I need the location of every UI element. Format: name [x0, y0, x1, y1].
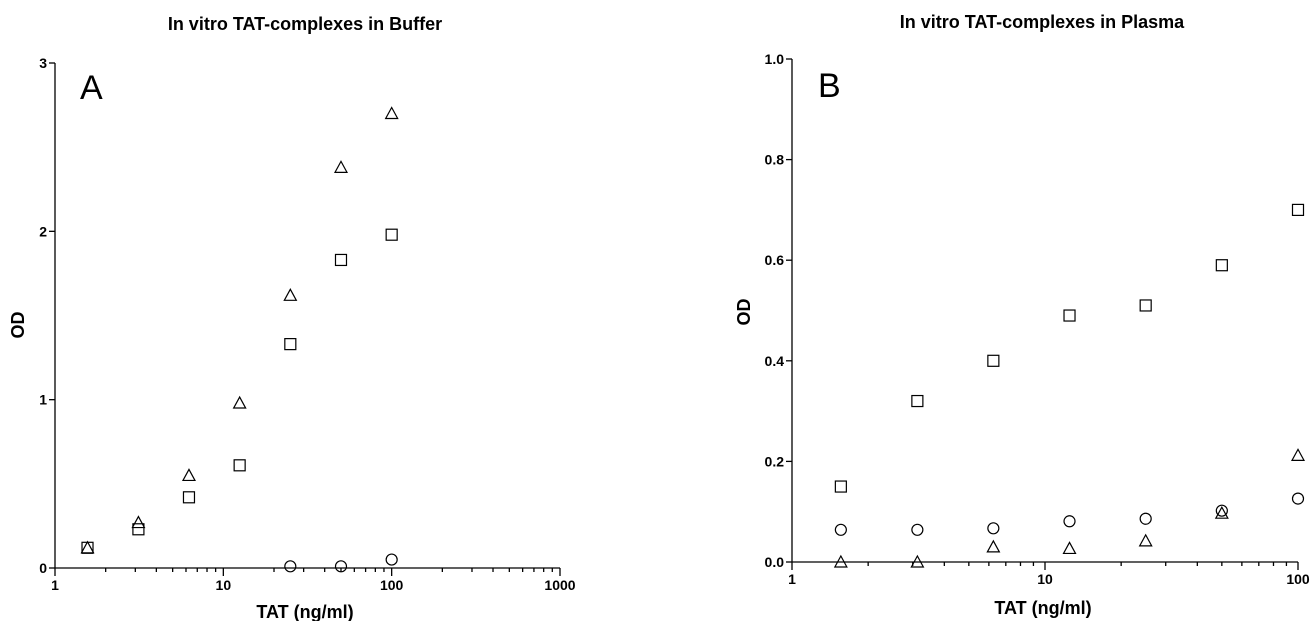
- x-tick-label: 100: [1286, 571, 1310, 587]
- data-point-square: [81, 541, 94, 554]
- y-tick-label: 1: [39, 392, 47, 408]
- panel-label-b: B: [818, 67, 841, 105]
- x-axis-label-a: TAT (ng/ml): [256, 602, 353, 621]
- chart-panel-a: In vitro TAT-complexes in Buffer A TAT (…: [8, 14, 576, 621]
- data-point-triangle: [283, 288, 298, 301]
- data-point-square: [182, 491, 196, 504]
- data-point-triangle: [384, 106, 399, 120]
- y-axis-label-b: OD: [734, 298, 754, 325]
- x-tick-label: 1: [51, 577, 59, 593]
- y-tick-label: 0.0: [765, 554, 785, 570]
- chart-panel-b: In vitro TAT-complexes in Plasma B TAT (…: [734, 12, 1310, 618]
- data-point-square: [911, 394, 924, 408]
- data-point-circle: [284, 560, 297, 573]
- data-point-circle: [1291, 492, 1305, 505]
- y-tick-label: 1.0: [765, 51, 785, 67]
- y-tick-label: 2: [39, 223, 47, 239]
- data-point-square: [1139, 299, 1152, 312]
- data-point-square: [1063, 309, 1076, 322]
- x-axis-label-b: TAT (ng/ml): [994, 598, 1091, 618]
- data-point-triangle: [986, 539, 1001, 553]
- data-point-circle: [334, 560, 348, 573]
- data-point-triangle: [181, 468, 196, 482]
- data-points-a: [80, 106, 399, 573]
- data-point-circle: [911, 523, 924, 536]
- data-point-circle: [987, 522, 1000, 535]
- data-point-triangle: [80, 540, 95, 554]
- data-point-square: [132, 523, 145, 536]
- data-point-circle: [1215, 504, 1228, 517]
- data-point-triangle: [833, 554, 848, 568]
- data-point-circle: [1139, 512, 1152, 525]
- data-point-square: [334, 253, 348, 267]
- chart-title-b: In vitro TAT-complexes in Plasma: [900, 12, 1185, 32]
- x-tick-label: 100: [380, 577, 404, 593]
- x-tick-label: 1: [788, 571, 796, 587]
- data-point-triangle: [1214, 505, 1229, 519]
- data-point-triangle: [1290, 448, 1306, 461]
- data-point-triangle: [1062, 541, 1077, 555]
- x-tick-label: 10: [1037, 571, 1053, 587]
- data-point-square: [1215, 259, 1228, 272]
- data-point-circle: [1063, 515, 1076, 528]
- chart-title-a: In vitro TAT-complexes in Buffer: [168, 14, 442, 34]
- y-tick-label: 0.6: [765, 252, 785, 268]
- data-points-b: [833, 203, 1306, 568]
- data-point-triangle: [910, 554, 925, 568]
- data-point-square: [1291, 203, 1305, 216]
- y-tick-label: 0.4: [765, 353, 785, 369]
- y-tick-label: 3: [39, 55, 47, 71]
- y-tick-label: 0.8: [765, 152, 785, 168]
- x-tick-label: 10: [216, 577, 232, 593]
- data-point-square: [987, 354, 1000, 367]
- data-point-triangle: [131, 515, 146, 529]
- y-tick-label: 0.2: [765, 453, 785, 469]
- data-point-triangle: [333, 160, 349, 173]
- data-point-square: [834, 480, 847, 493]
- axes-b: [791, 59, 1298, 563]
- data-point-square: [385, 228, 398, 241]
- data-point-square: [284, 338, 297, 351]
- y-axis-label-a: OD: [8, 311, 28, 338]
- data-point-circle: [834, 523, 847, 536]
- data-point-triangle: [232, 395, 247, 409]
- x-tick-label: 1000: [544, 577, 575, 593]
- ticks-b: 1 10 100 0.0 0.2 0.4 0.6 0.8 1.0: [765, 51, 1310, 587]
- data-point-circle: [385, 553, 398, 566]
- panel-label-a: A: [80, 69, 103, 107]
- data-point-square: [233, 459, 246, 472]
- y-tick-label: 0: [39, 560, 47, 576]
- data-point-triangle: [1138, 533, 1153, 547]
- axes-a: [54, 63, 560, 569]
